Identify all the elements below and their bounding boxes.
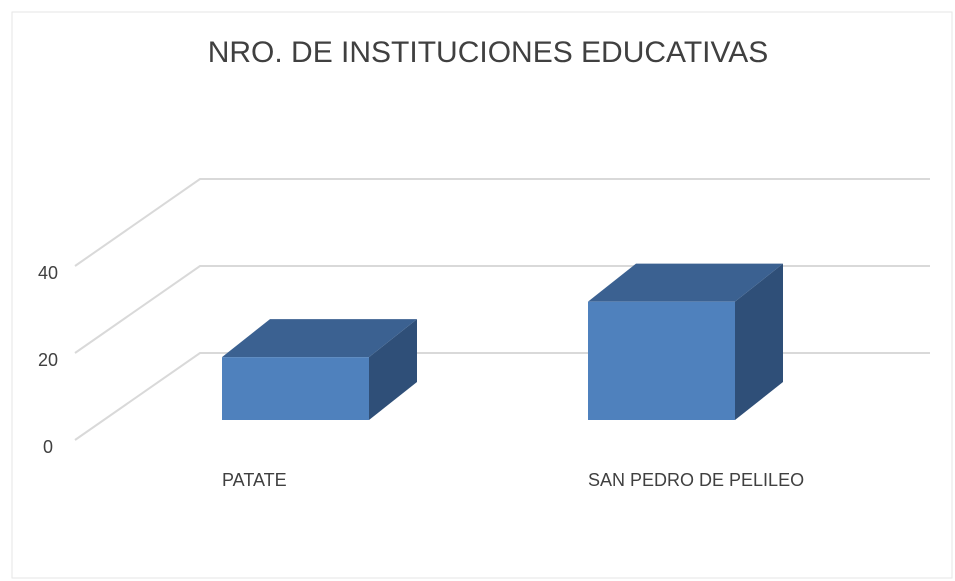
bar-top	[588, 263, 783, 302]
bar	[588, 301, 735, 420]
x-tick-label: PATATE	[222, 470, 287, 490]
bar	[222, 357, 369, 420]
grid-line	[74, 265, 930, 354]
bar-side	[735, 263, 783, 420]
y-tick-label: 40	[38, 263, 58, 283]
grid-line	[74, 178, 930, 267]
chart-frame	[11, 11, 953, 579]
y-tick-label: 0	[43, 437, 53, 457]
bar-side	[369, 319, 417, 420]
y-tick-label: 20	[38, 350, 58, 370]
grid-line	[74, 352, 930, 441]
x-tick-label: SAN PEDRO DE PELILEO	[588, 470, 804, 490]
chart-title: NRO. DE INSTITUCIONES EDUCATIVAS	[208, 36, 769, 69]
bar-top	[222, 319, 417, 358]
